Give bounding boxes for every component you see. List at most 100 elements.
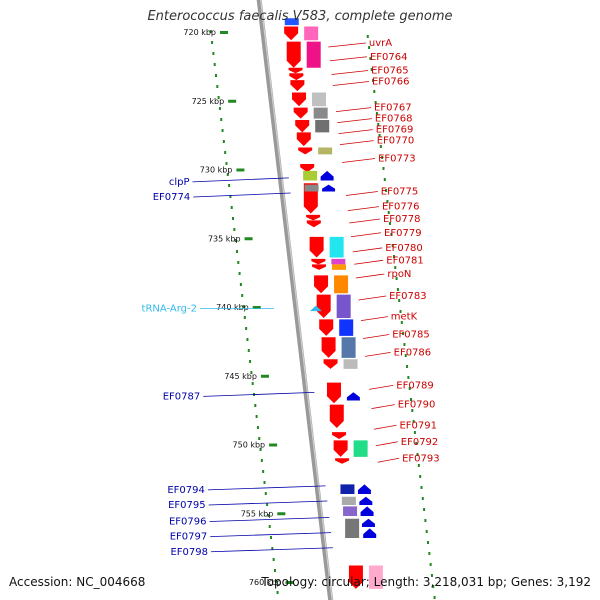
- cog-block-forward: [313, 107, 328, 119]
- inner-guide-dot: [217, 96, 220, 99]
- cog-block-reverse: [284, 18, 299, 26]
- leader-line: [210, 532, 332, 538]
- outer-guide-dot: [390, 233, 393, 236]
- inner-guide-dot: [272, 558, 275, 561]
- forward-gene-label: EF0770: [377, 136, 415, 147]
- ticks-layer: 720 kbp 725 kbp 730 kbp 735 kbp 740 kbp 745 k…: [183, 28, 294, 587]
- leader-line: [355, 273, 385, 279]
- outer-guide-dot: [411, 409, 414, 412]
- leader-line: [345, 191, 378, 196]
- inner-guide-dot: [218, 107, 221, 110]
- inner-guide-dot: [249, 360, 252, 363]
- inner-guide-dot: [243, 316, 246, 319]
- reverse-gene-label: EF0798: [170, 547, 208, 558]
- forward-gene-label: EF0791: [399, 420, 437, 431]
- leader-line: [354, 259, 384, 265]
- reverse-gene-arrow: [357, 484, 371, 494]
- leader-line: [362, 334, 390, 339]
- outer-guide-dot: [432, 585, 435, 588]
- inner-guide-dot: [255, 415, 258, 418]
- outer-guide-dot: [381, 156, 384, 159]
- reverse-gene-label: EF0774: [153, 192, 191, 203]
- cog-block-reverse: [341, 496, 356, 505]
- reverse-gene-arrow: [359, 496, 373, 505]
- leader-line: [371, 404, 395, 410]
- forward-gene-arrow: [316, 294, 331, 318]
- forward-gene-arrow: [348, 565, 363, 589]
- inner-guide-dot: [209, 30, 212, 33]
- outer-guide-dot: [369, 57, 372, 60]
- outer-guide-dot: [419, 475, 422, 478]
- trna-label: tRNA-Arg-2: [142, 303, 197, 314]
- tick-mark: [260, 374, 269, 378]
- tick-label: 740 kbp: [216, 303, 249, 312]
- forward-gene-label: EF0776: [382, 202, 420, 213]
- outer-guide-dot: [387, 211, 390, 214]
- leader-line: [335, 107, 372, 113]
- forward-gene-arrow: [293, 107, 308, 119]
- inner-guide-dot: [225, 162, 228, 165]
- inner-guide-dot: [270, 536, 273, 539]
- inner-guide-dot: [256, 426, 259, 429]
- forward-gene-arrow: [296, 132, 311, 147]
- outer-guide-dot: [424, 519, 427, 522]
- forward-gene-label: EF0769: [376, 125, 414, 136]
- forward-gene-label: EF0778: [383, 214, 421, 225]
- forward-gene-label: EF0773: [378, 154, 416, 165]
- leader-line: [365, 351, 391, 357]
- outer-guide-dot: [385, 189, 388, 192]
- outer-guide-dot: [392, 255, 395, 258]
- leader-line: [328, 42, 366, 48]
- forward-gene-label: EF0783: [389, 291, 427, 302]
- leader-line: [369, 384, 394, 390]
- inner-guide-dot: [232, 217, 235, 220]
- inner-guide-dot: [237, 261, 240, 264]
- forward-gene-arrow: [295, 120, 310, 133]
- reverse-gene-label: EF0794: [167, 485, 205, 496]
- leader-line: [203, 391, 315, 397]
- tick-label: 730 kbp: [200, 166, 233, 175]
- leader-line: [373, 424, 397, 430]
- cog-block-forward: [343, 359, 358, 369]
- leader-line: [208, 500, 328, 506]
- inner-guide-dot: [235, 250, 238, 253]
- inner-guide-dot: [228, 184, 231, 187]
- backbone-line: [256, 0, 334, 600]
- forward-gene-label: EF0786: [394, 347, 432, 358]
- reverse-gene-label: EF0797: [170, 532, 208, 543]
- outer-guide-dot: [366, 35, 369, 38]
- inner-guide-dot: [247, 349, 250, 352]
- inner-guide-dot: [241, 294, 244, 297]
- leader-line: [352, 247, 383, 253]
- leader-line: [350, 232, 382, 238]
- tick-label: 720 kbp: [183, 28, 216, 37]
- forward-gene-label: EF0781: [386, 255, 424, 266]
- cog-block-reverse: [304, 184, 319, 192]
- inner-guide-dot: [267, 514, 270, 517]
- outer-guide-dot: [421, 497, 424, 500]
- tick-mark: [252, 306, 261, 309]
- trna-marker: [309, 305, 322, 312]
- outer-guide-dot: [406, 365, 409, 368]
- inner-guide-dot: [226, 173, 229, 176]
- cog-block-forward: [315, 120, 330, 133]
- leader-line: [377, 457, 400, 463]
- forward-gene-label: EF0785: [392, 330, 430, 341]
- forward-gene-arrow: [306, 214, 321, 221]
- cog-block-reverse: [303, 170, 318, 181]
- forward-gene-label: EF0790: [398, 400, 436, 411]
- inner-guide-dot: [230, 206, 233, 209]
- outer-guide-dot: [403, 343, 406, 346]
- forward-gene-arrow: [312, 264, 327, 270]
- outer-guide-dot: [370, 68, 373, 71]
- outer-guide-dot: [398, 299, 401, 302]
- inner-guide-dot: [266, 503, 269, 506]
- leader-line: [192, 177, 289, 183]
- inner-guide-dot: [220, 118, 223, 121]
- cog-block-reverse: [343, 506, 358, 516]
- inner-guide-dot: [250, 371, 253, 374]
- cog-block-reverse: [345, 518, 360, 538]
- inner-guide-dot: [276, 591, 279, 594]
- forward-gene-arrow: [329, 404, 344, 428]
